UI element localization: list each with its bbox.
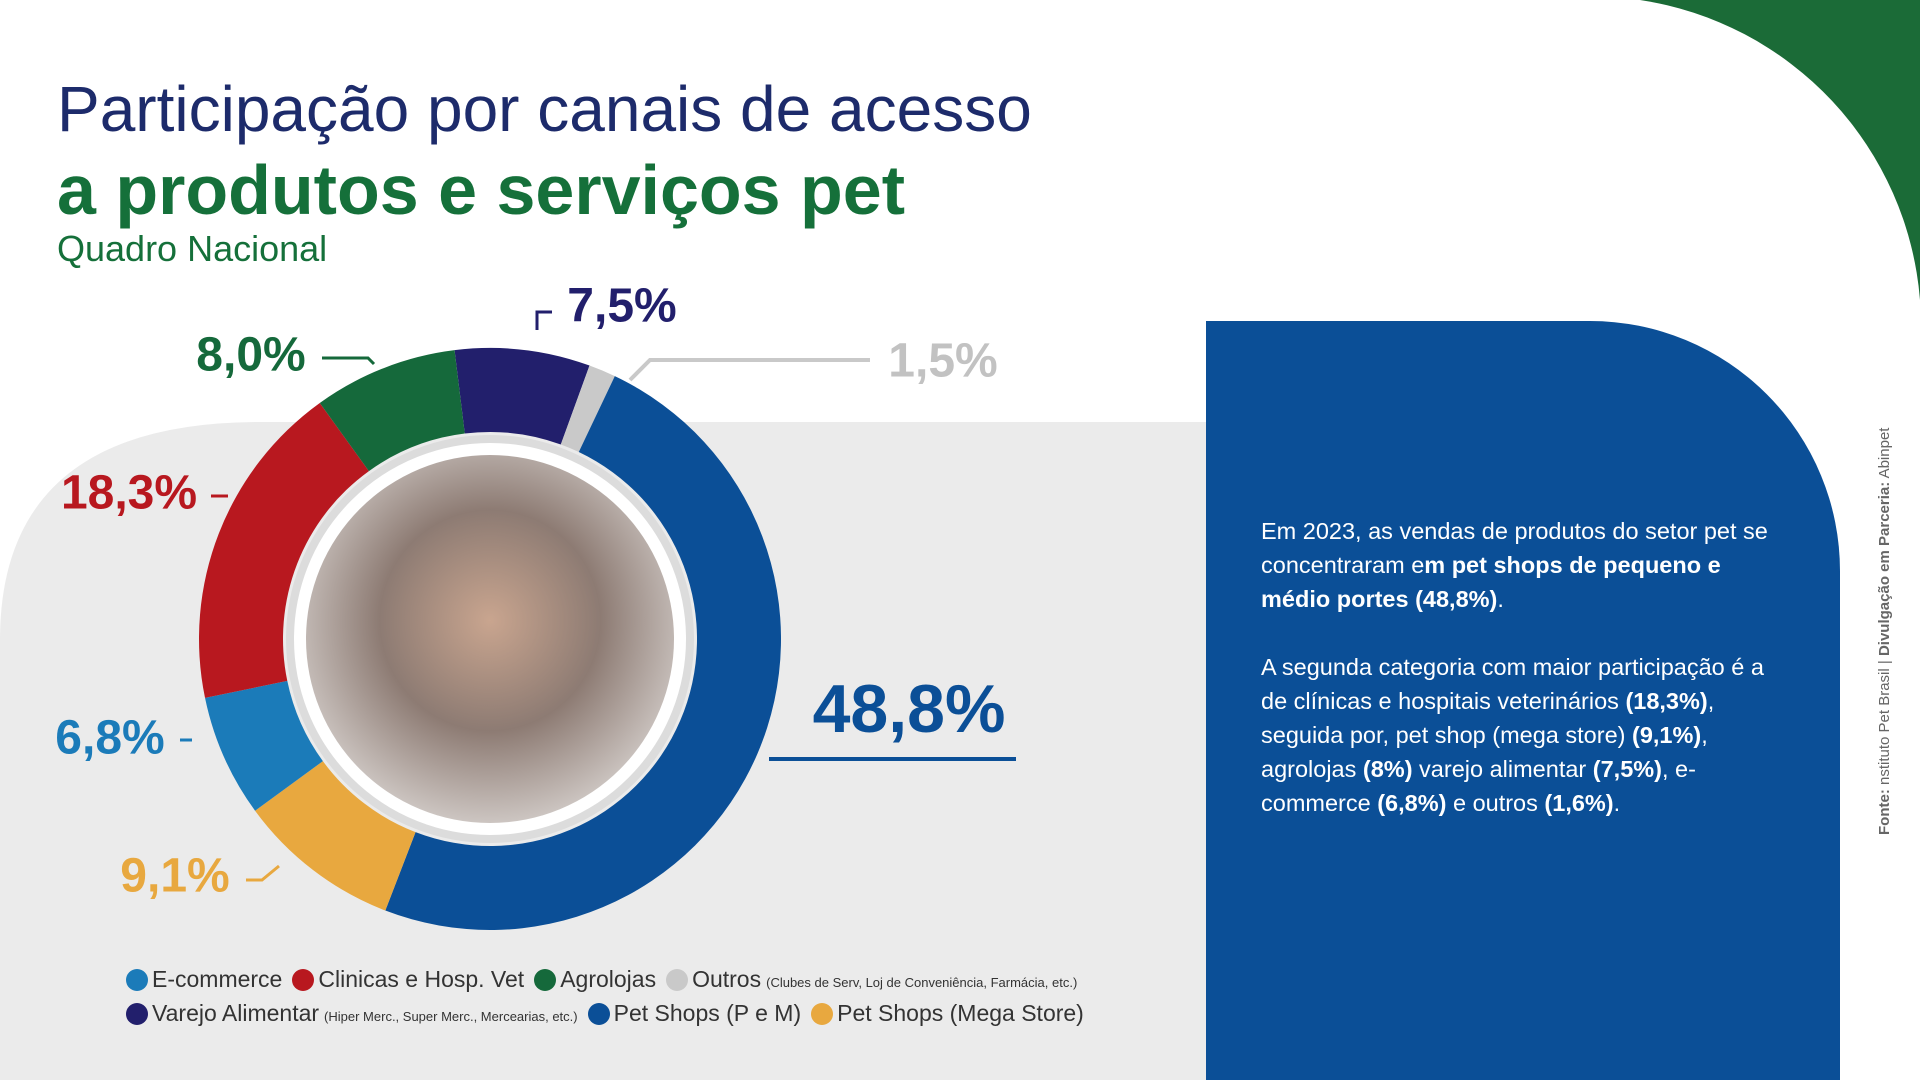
text-run: (6,8%): [1377, 790, 1447, 816]
legend-label: E-commerce: [152, 966, 283, 992]
legend-label: Varejo Alimentar: [152, 1000, 320, 1026]
leader-line: [535, 310, 552, 330]
text-run: varejo alimentar: [1412, 756, 1593, 782]
leader-line: [322, 356, 376, 366]
photo: [306, 455, 674, 823]
legend-item: Varejo Alimentar (Hiper Merc., Super Merc…: [126, 1000, 578, 1027]
legend: E-commerce Clinicas e Hosp. Vet Agrolojas O…: [126, 966, 1087, 993]
legend-label: Agrolojas: [560, 966, 657, 992]
donut-slice: [319, 350, 465, 472]
paragraph: A segunda categoria com maior participaç…: [1261, 650, 1781, 820]
text-run: A segunda categoria com maior participaç…: [1261, 654, 1764, 714]
source-run: Divulgação em Parceria:: [1876, 481, 1893, 657]
source-run: nstituto Pet Brasil: [1876, 664, 1893, 790]
legend-swatch: [126, 968, 148, 991]
donut-slice: [199, 402, 369, 698]
value-label: 1,5%: [888, 335, 997, 388]
text-run: .: [1497, 586, 1504, 612]
legend-item: Clinicas e Hosp. Vet: [292, 966, 524, 993]
text-run: e outros: [1446, 790, 1545, 816]
value-label: 9,1%: [120, 850, 229, 903]
text-run: (8%): [1362, 756, 1413, 782]
source-run: Abinpet: [1876, 427, 1893, 482]
value-label: 48,8%: [813, 671, 1006, 747]
donut: [199, 347, 781, 931]
donut-slice: [255, 761, 416, 911]
donut-slice: [385, 376, 781, 931]
legend-note: (Clubes de Serv, Loj de Conveniência, Fa…: [766, 975, 1078, 990]
corner-decoration: [1640, 0, 1920, 300]
legend-swatch: [587, 1002, 610, 1025]
text-run: (18,3%): [1625, 688, 1708, 714]
text-run: , seguida por, pet shop (mega store): [1261, 688, 1715, 748]
text-run: m pet shops de pequeno e médio portes (4…: [1261, 552, 1721, 612]
source-run: Fonte:: [1876, 789, 1893, 835]
donut-slice: [560, 365, 615, 453]
text-panel: [1206, 321, 1840, 1080]
text-run: , e-commerce: [1261, 756, 1696, 816]
legend-swatch: [292, 968, 315, 991]
legend-item: Pet Shops (Mega Store): [811, 1000, 1084, 1027]
legend-swatch: [811, 1002, 834, 1025]
legend-swatch: [534, 968, 557, 991]
leader-line: [628, 358, 870, 382]
legend-label: Pet Shops (P e M): [613, 1000, 802, 1026]
legend-item: Outros (Clubes de Serv, Loj de Conveniênc…: [666, 966, 1077, 993]
legend-swatch: [126, 1002, 148, 1025]
paragraph: Em 2023, as vendas de produtos do setor …: [1261, 514, 1781, 616]
text-panel-content: Em 2023, as vendas de produtos do setor …: [1261, 514, 1781, 854]
text-run: .: [1613, 790, 1621, 816]
legend-label: Pet Shops (Mega Store): [837, 1000, 1084, 1026]
legend-label: Clinicas e Hosp. Vet: [318, 966, 525, 992]
subtitle: Quadro Nacional: [57, 228, 328, 269]
legend: Varejo Alimentar (Hiper Merc., Super Merc…: [126, 1000, 1094, 1027]
value-label: 18,3%: [61, 467, 197, 520]
title: Participação por canais de acesso: [57, 73, 1032, 145]
donut-slice: [454, 347, 590, 445]
value-label: 7,5%: [567, 280, 676, 333]
legend-note: (Hiper Merc., Super Merc., Mercearias, e…: [324, 1009, 578, 1024]
legend-item: Agrolojas: [534, 966, 656, 993]
value-label: 8,0%: [196, 329, 305, 382]
legend-item: E-commerce: [126, 966, 282, 993]
value-label: 6,8%: [55, 712, 164, 765]
text-run: (9,1%): [1632, 722, 1702, 748]
leader-line: [246, 864, 280, 882]
donut-slice: [205, 680, 323, 811]
text-run: (1,6%): [1544, 790, 1614, 816]
legend-item: Pet Shops (P e M): [587, 1000, 802, 1027]
text-run: Em 2023, as vendas de produtos do setor …: [1261, 518, 1768, 578]
legend-label: Outros: [692, 966, 762, 992]
source: Fonte: nstituto Pet Brasil | Divulgação …: [1876, 428, 1893, 835]
legend-swatch: [666, 968, 689, 991]
text-run: , agrolojas: [1261, 722, 1708, 782]
source-run: |: [1876, 656, 1893, 665]
title: a produtos e serviços pet: [57, 151, 906, 229]
text-run: (7,5%): [1592, 756, 1662, 782]
